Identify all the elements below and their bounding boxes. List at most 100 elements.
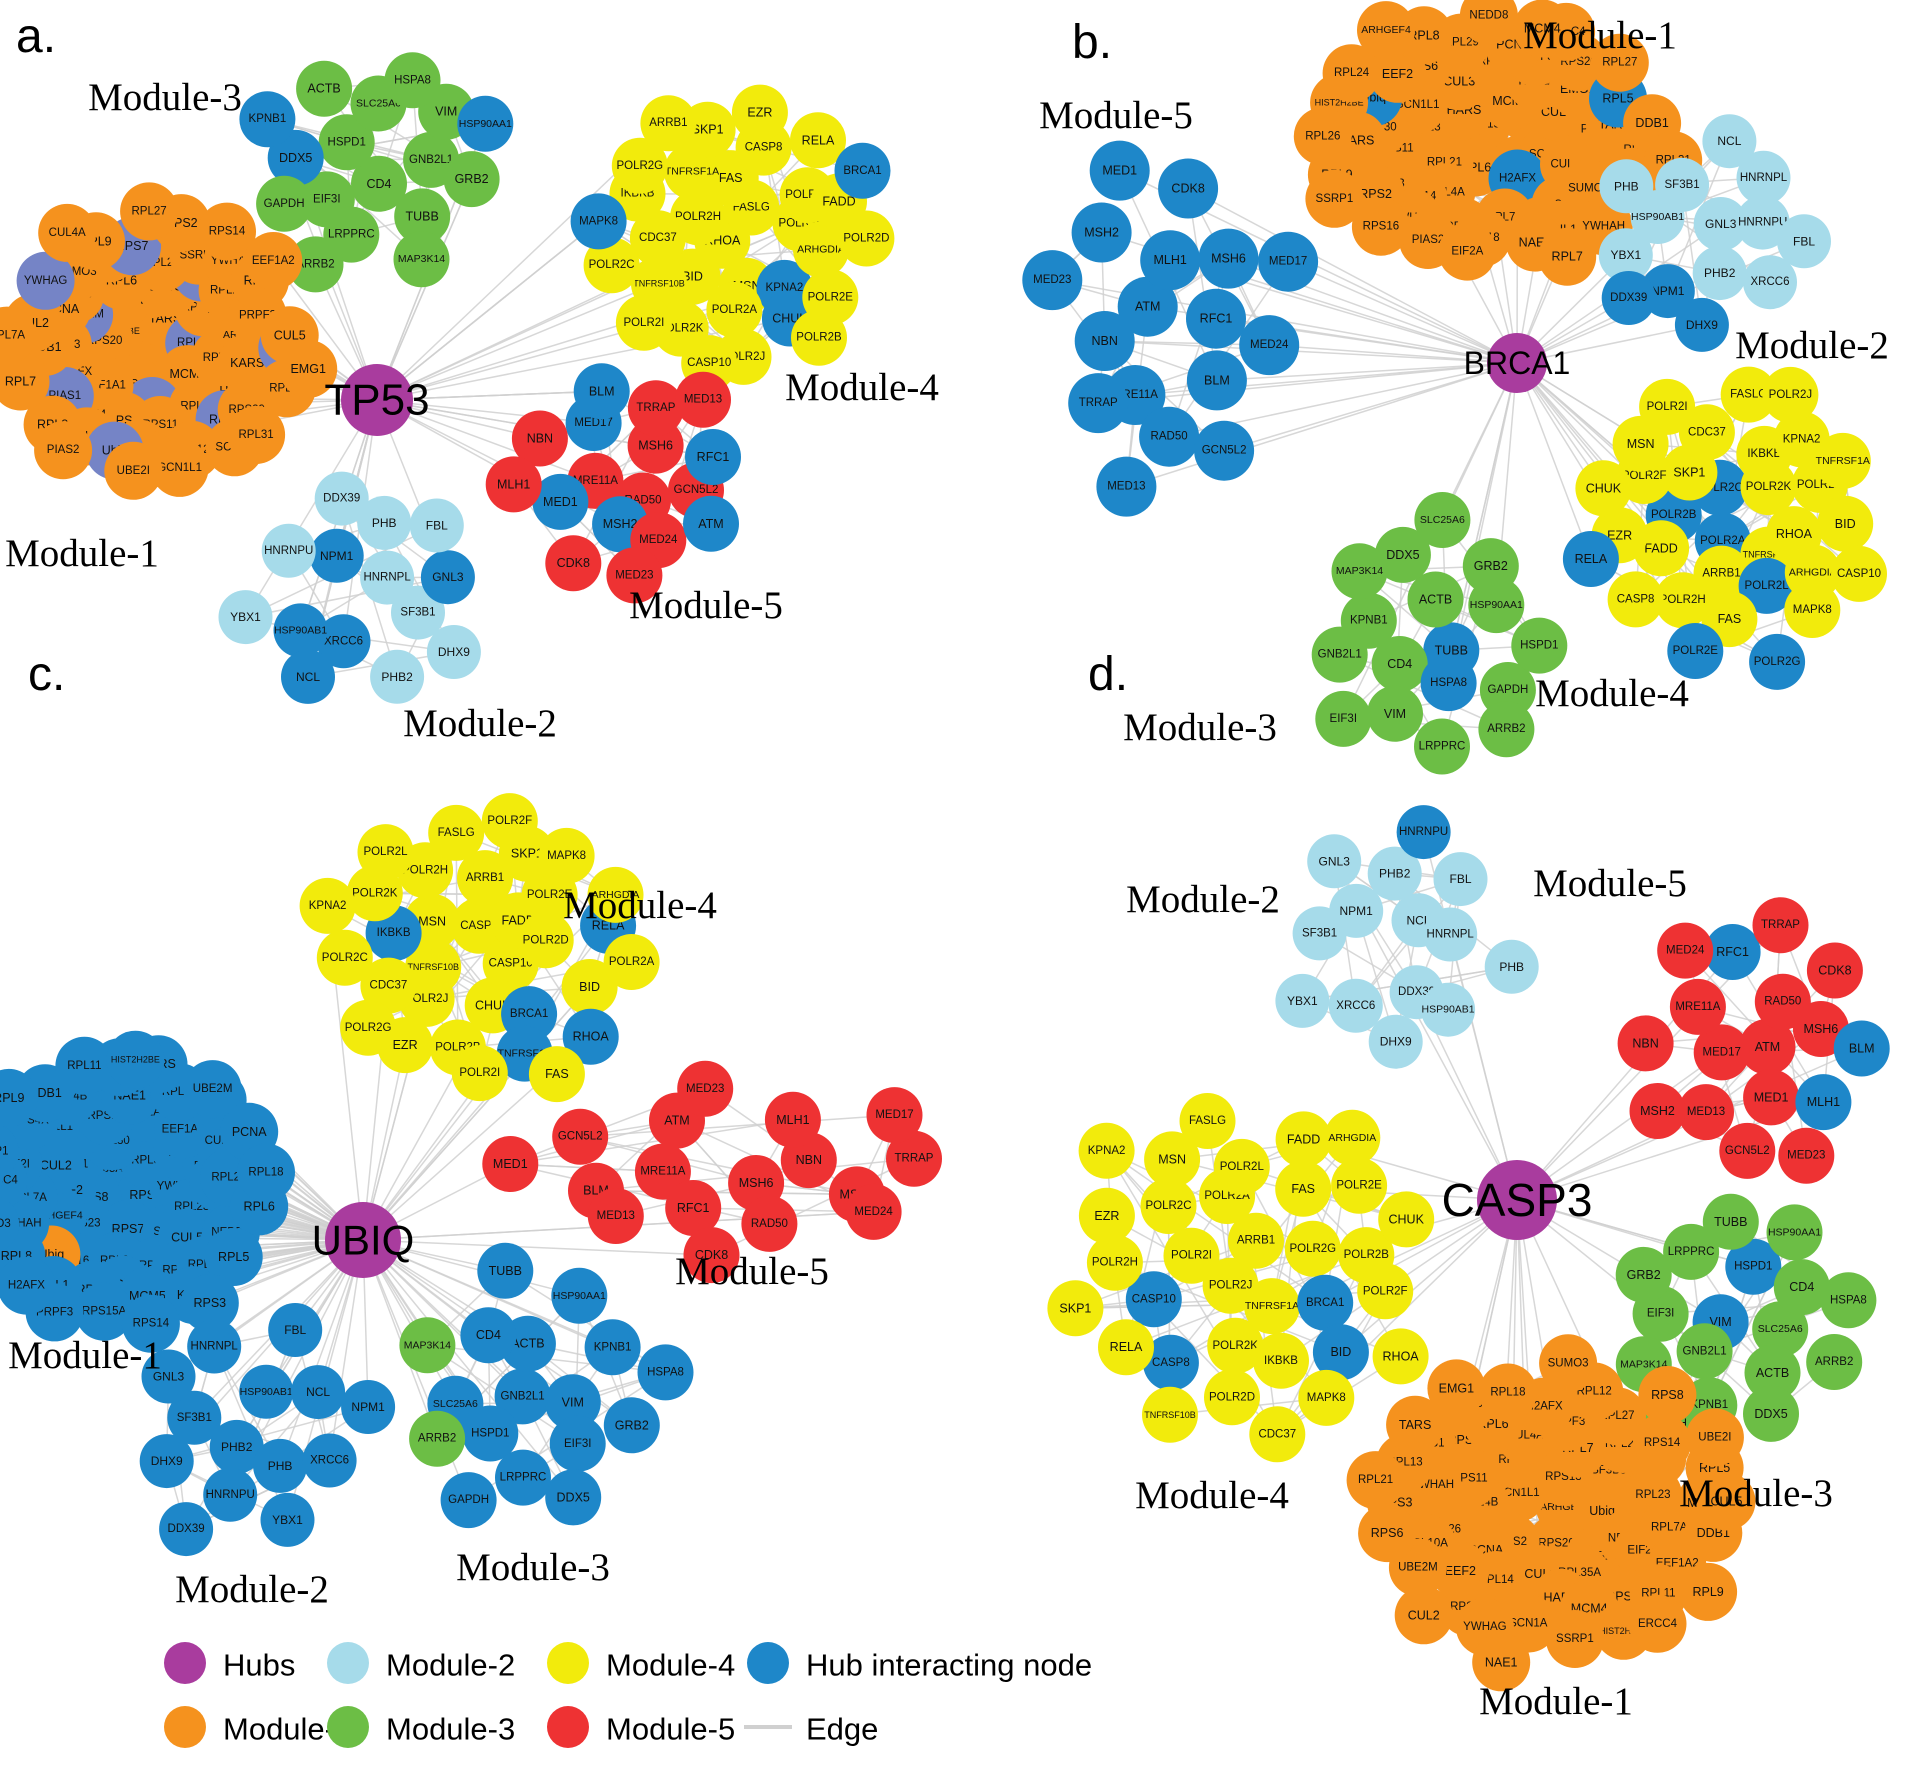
node-circle-POLR2L[interactable] [357,824,414,881]
node-circle-NAE1[interactable] [1472,1633,1531,1692]
node-POLR2I[interactable]: POLR2I [1163,1227,1220,1284]
hub-UBIQ[interactable]: UBIQ [312,1202,415,1278]
node-circle-TNFRSF1A[interactable] [1814,432,1871,489]
node-circle-MED1[interactable] [482,1136,539,1192]
node-BLM[interactable]: BLM [573,363,630,420]
node-FAS[interactable]: FAS [528,1046,585,1103]
node-GRB2[interactable]: GRB2 [443,151,500,208]
node-circle-MCM4[interactable] [1513,0,1572,58]
node-circle-NCL[interactable] [281,649,335,704]
node-circle-MED23[interactable] [677,1060,734,1117]
node-circle-MED1[interactable] [532,473,589,530]
node-MLH1[interactable]: MLH1 [1140,230,1201,291]
node-GNB2L1[interactable]: GNB2L1 [1676,1323,1733,1380]
node-FBL[interactable]: FBL [1777,214,1831,269]
node-circle-MAP3K14[interactable] [1331,543,1388,600]
node-circle-NBN[interactable] [1074,311,1135,371]
node-EIF3I[interactable]: EIF3I [549,1415,606,1472]
node-circle-VIM[interactable] [1367,685,1423,742]
node-MED23[interactable]: MED23 [1778,1127,1835,1184]
node-RPL31[interactable]: RPL31 [227,405,286,464]
node-circle-GAPDH[interactable] [1479,662,1536,718]
node-POLR2F[interactable]: POLR2F [1357,1263,1414,1320]
node-MAP3K14[interactable]: MAP3K14 [399,1317,456,1374]
node-circle-TUBB[interactable] [477,1242,534,1299]
node-MAP3K14[interactable]: MAP3K14 [393,231,450,288]
node-circle-POLR2A[interactable] [706,281,763,338]
node-RPS6[interactable]: RPS6 [1358,1504,1417,1563]
node-XRCC6[interactable]: XRCC6 [1328,978,1383,1033]
node-circle-PHB[interactable] [357,495,412,550]
node-circle-GNL3[interactable] [1693,197,1748,251]
node-circle-RELA[interactable] [1562,531,1619,587]
node-circle-POLR2D[interactable] [1204,1369,1260,1426]
node-RFC1[interactable]: RFC1 [685,429,741,485]
node-UBE2M[interactable]: UBE2M [183,1060,242,1119]
node-circle-CDK8[interactable] [683,1227,740,1284]
node-TUBB[interactable]: TUBB [477,1242,534,1299]
node-BLM[interactable]: BLM [1833,1020,1890,1077]
node-circle-MED13[interactable] [1096,456,1157,517]
node-ARRB1[interactable]: ARRB1 [640,95,697,152]
node-circle-NEDD8[interactable] [1459,0,1518,45]
node-CASP8[interactable]: CASP8 [1607,571,1664,628]
node-circle-HSP90AA1[interactable] [551,1267,608,1324]
node-circle-CHUK[interactable] [1378,1191,1435,1248]
node-circle-RPL26[interactable] [1293,107,1352,166]
node-circle-PIAS2[interactable] [34,421,93,480]
node-MED17[interactable]: MED17 [866,1087,923,1144]
node-ACTB[interactable]: ACTB [296,60,353,117]
node-circle-GRB2[interactable] [1615,1246,1672,1303]
node-circle-CDK8[interactable] [1158,158,1219,219]
node-circle-POLR2D[interactable] [517,912,574,969]
node-PHB2[interactable]: PHB2 [370,649,425,704]
node-circle-XRCC6[interactable] [1743,255,1797,310]
node-DDX5[interactable]: DDX5 [1743,1385,1799,1442]
node-POLR2D[interactable]: POLR2D [838,210,895,267]
node-circle-PHB2[interactable] [1692,246,1747,301]
node-NBN[interactable]: NBN [1074,311,1135,371]
node-LRPPRC[interactable]: LRPPRC [1414,718,1470,775]
node-circle-HSP90AB1[interactable] [1421,982,1476,1037]
node-circle-PHB[interactable] [1599,159,1654,214]
node-NPM1[interactable]: NPM1 [341,1380,396,1434]
node-MED13[interactable]: MED13 [587,1188,644,1244]
node-circle-VIM[interactable] [544,1374,601,1431]
node-RAD50[interactable]: RAD50 [741,1195,798,1252]
node-circle-MAPK8[interactable] [1298,1369,1355,1426]
node-circle-CDC37[interactable] [360,957,417,1014]
node-HSPD1[interactable]: HSPD1 [1511,617,1568,674]
node-FAS[interactable]: FAS [1275,1160,1332,1217]
node-MED13[interactable]: MED13 [675,371,731,428]
node-circle-YBX1[interactable] [1275,973,1330,1028]
node-MLH1[interactable]: MLH1 [764,1091,821,1148]
node-UBE2I[interactable]: UBE2I [1685,1408,1744,1467]
node-circle-NCL[interactable] [291,1365,346,1420]
node-circle-CDK8[interactable] [545,535,602,592]
node-circle-YBX1[interactable] [1598,228,1653,283]
node-circle-GAPDH[interactable] [440,1472,497,1529]
node-KPNA2[interactable]: KPNA2 [299,877,356,934]
node-HSP90AB1[interactable]: HSP90AB1 [1421,982,1476,1037]
node-MED1[interactable]: MED1 [1743,1069,1800,1126]
node-CDC37[interactable]: CDC37 [1249,1406,1306,1463]
node-POLR2H[interactable]: POLR2H [1086,1234,1143,1291]
node-circle-SF3B1[interactable] [1292,906,1347,961]
node-circle-POLR2E[interactable] [1667,623,1724,679]
node-HSPA8[interactable]: HSPA8 [637,1344,694,1401]
node-GCN5L2[interactable]: GCN5L2 [1719,1122,1776,1179]
hub-circle-TP53[interactable] [341,364,413,436]
node-circle-RFC1[interactable] [665,1180,722,1236]
node-circle-GRB2[interactable] [443,151,500,208]
node-POLR2A[interactable]: POLR2A [603,934,660,990]
node-EMG1[interactable]: EMG1 [1427,1359,1486,1418]
node-circle-EMG1[interactable] [279,339,338,398]
node-HNRNPU[interactable]: HNRNPU [203,1467,258,1522]
node-RAD50[interactable]: RAD50 [1139,406,1200,467]
node-HNRNPL[interactable]: HNRNPL [1423,907,1478,962]
node-HNRNPL[interactable]: HNRNPL [187,1319,242,1374]
node-circle-CDC37[interactable] [629,210,686,267]
node-circle-RPL5[interactable] [204,1228,263,1286]
node-FBL[interactable]: FBL [268,1303,323,1357]
node-POLR2C[interactable]: POLR2C [316,929,373,986]
